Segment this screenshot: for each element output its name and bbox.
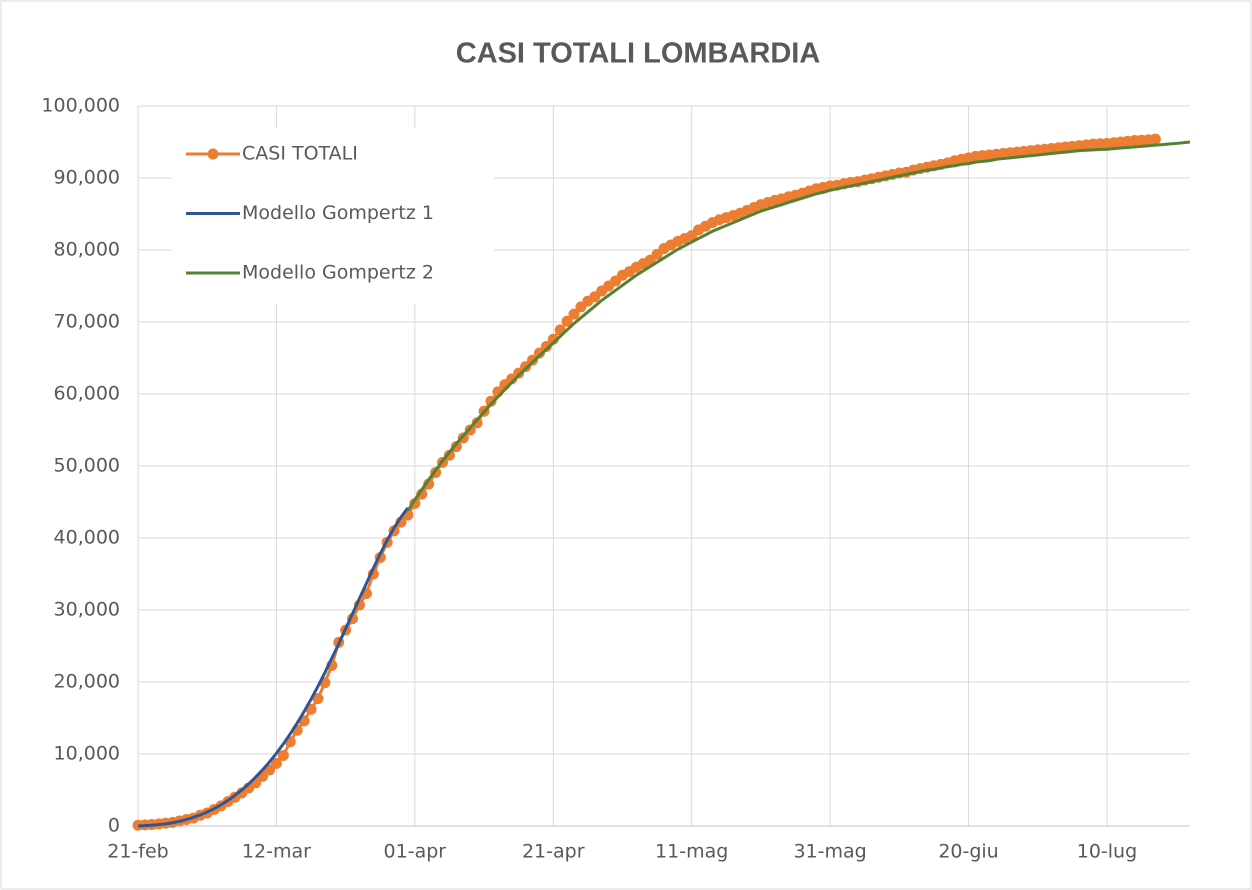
data-point	[277, 749, 289, 761]
data-point	[513, 367, 525, 379]
data-point	[561, 315, 573, 327]
x-tick-label: 11-mag	[655, 841, 728, 863]
y-tick-label: 10,000	[54, 743, 120, 765]
y-tick-label: 20,000	[54, 671, 120, 693]
y-tick-label: 90,000	[54, 167, 120, 189]
data-point	[1149, 133, 1161, 145]
y-tick-label: 40,000	[54, 527, 120, 549]
x-tick-label: 01-apr	[384, 841, 447, 863]
x-tick-label: 20-giu	[938, 841, 998, 863]
y-tick-label: 80,000	[54, 239, 120, 261]
x-tick-label: 10-lug	[1077, 841, 1137, 863]
legend-label: CASI TOTALI	[242, 143, 358, 165]
data-point	[568, 308, 580, 320]
legend-marker	[207, 148, 219, 160]
data-point	[312, 693, 324, 705]
y-tick-label: 60,000	[54, 383, 120, 405]
series-line	[137, 506, 410, 828]
legend-label: Modello Gompertz 1	[242, 202, 434, 224]
chart-title: CASI TOTALI LOMBARDIA	[456, 38, 821, 70]
legend-box	[172, 128, 494, 304]
data-point	[540, 340, 552, 352]
data-point	[471, 417, 483, 429]
series-line	[406, 140, 1191, 512]
y-tick-label: 0	[108, 815, 120, 837]
x-tick-label: 12-mar	[242, 841, 311, 863]
x-tick-label: 21-feb	[107, 841, 168, 863]
x-tick-label: 31-mag	[793, 841, 866, 863]
y-tick-label: 100,000	[41, 95, 120, 117]
data-point	[270, 757, 282, 769]
x-tick-label: 21-apr	[522, 841, 585, 863]
y-tick-label: 50,000	[54, 455, 120, 477]
legend-label: Modello Gompertz 2	[242, 262, 434, 284]
data-point	[485, 395, 497, 407]
y-tick-label: 30,000	[54, 599, 120, 621]
data-point	[533, 347, 545, 359]
y-tick-label: 70,000	[54, 311, 120, 333]
